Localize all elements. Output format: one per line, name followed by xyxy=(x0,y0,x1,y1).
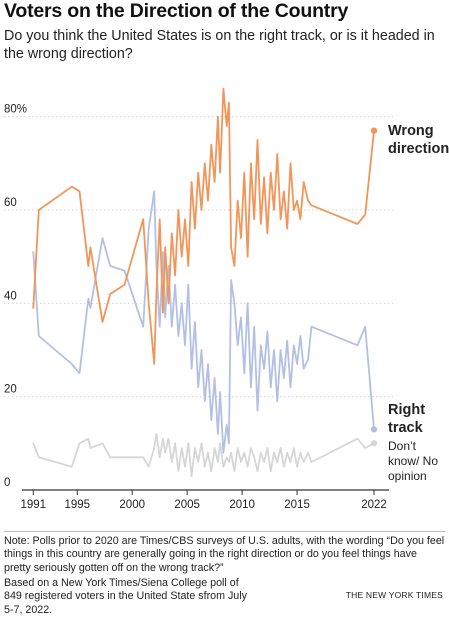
chart-title: Voters on the Direction of the Country xyxy=(4,0,349,22)
x-axis: 1991 1995 2000 2005 2010 2015 2022 xyxy=(21,489,389,511)
y-tick-label: 20 xyxy=(4,384,17,396)
right-track-label: Right track xyxy=(388,402,426,436)
x-tick-label: 2000 xyxy=(119,499,145,511)
wrong-direction-label: Wrong direction xyxy=(388,123,449,157)
endpoint-markers xyxy=(370,127,378,447)
chart-subtitle: Do you think the United States is on the… xyxy=(4,28,435,62)
footnote: Note: Polls prior to 2020 are Times/CBS … xyxy=(4,535,445,574)
y-tick-label: 80% xyxy=(4,104,27,116)
publisher-credit: THE NEW YORK TIMES xyxy=(345,590,443,600)
x-tick-label: 2010 xyxy=(229,499,255,511)
y-tick-label: 40 xyxy=(4,290,17,302)
dont-know-label: Don’t know/ No opinion xyxy=(388,439,439,483)
footer-divider xyxy=(4,531,445,532)
y-tick-label: 60 xyxy=(4,197,17,209)
x-tick-label: 2022 xyxy=(361,499,387,511)
line-chart: 1991 1995 2000 2005 2010 2015 2022 0 20 40 60 80% xyxy=(4,87,393,511)
x-tick-label: 1991 xyxy=(21,499,47,511)
gridlines xyxy=(4,116,393,398)
right-series-line xyxy=(32,190,375,454)
y-tick-label: 0 xyxy=(4,477,10,489)
x-tick-label: 2005 xyxy=(174,499,200,511)
y-axis-labels: 0 20 40 60 80% xyxy=(4,104,27,489)
dontknow-endpoint xyxy=(370,440,378,447)
wrong-endpoint xyxy=(370,127,378,134)
x-tick-label: 2015 xyxy=(284,499,310,511)
x-tick-label: 1995 xyxy=(64,499,90,511)
source-note: Based on a New York Times/Siena College … xyxy=(4,577,247,616)
right-endpoint xyxy=(370,426,378,433)
dontknow-series-line xyxy=(32,433,375,477)
series-lines xyxy=(32,87,375,477)
wrong-series-line xyxy=(32,87,375,365)
